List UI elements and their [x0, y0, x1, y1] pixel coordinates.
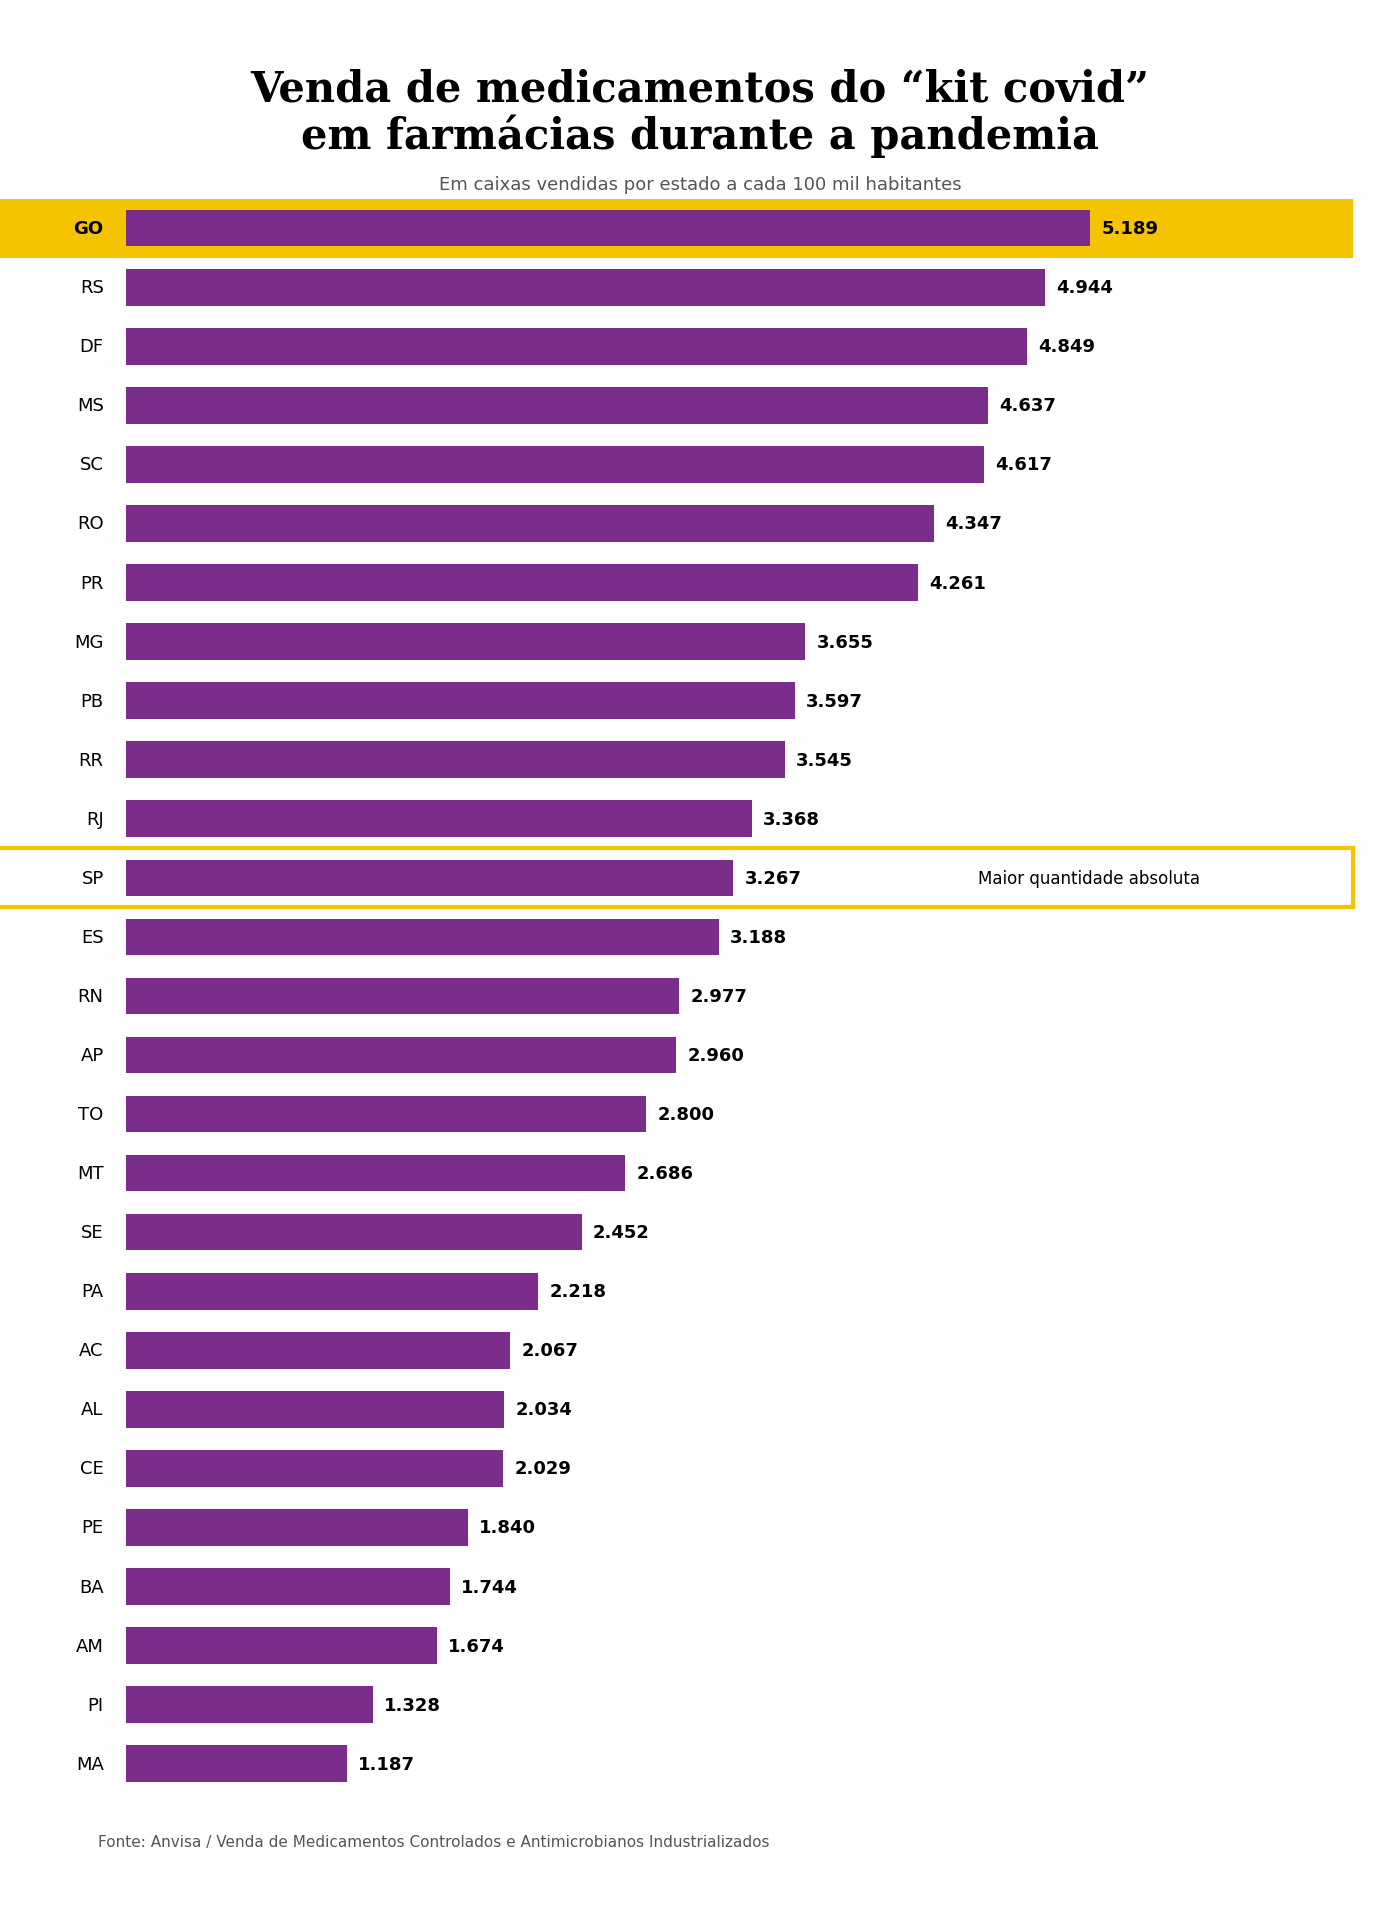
Bar	[126, 1568, 451, 1606]
Text: AP: AP	[80, 1047, 104, 1064]
Text: GO: GO	[74, 219, 104, 238]
Bar	[126, 919, 718, 955]
Text: 2.452: 2.452	[592, 1224, 650, 1241]
Text: AM: AM	[76, 1636, 104, 1655]
Text: PA: PA	[81, 1283, 104, 1301]
Text: RN: RN	[77, 988, 104, 1005]
Bar	[126, 1333, 510, 1369]
Bar	[126, 269, 1044, 307]
Text: SP: SP	[81, 870, 104, 887]
Text: 4.637: 4.637	[1000, 397, 1056, 416]
Text: 1.840: 1.840	[479, 1518, 536, 1537]
Bar	[126, 1392, 504, 1428]
Text: PI: PI	[88, 1695, 104, 1714]
Text: 2.800: 2.800	[658, 1106, 714, 1123]
Text: Venda de medicamentos do “kit covid”: Venda de medicamentos do “kit covid”	[251, 69, 1149, 111]
Text: 4.944: 4.944	[1056, 278, 1113, 297]
Text: em farmácias durante a pandemia: em farmácias durante a pandemia	[301, 114, 1099, 158]
Text: ES: ES	[81, 929, 104, 946]
Text: SC: SC	[80, 456, 104, 475]
Text: 2.034: 2.034	[515, 1400, 573, 1419]
Bar	[126, 1037, 676, 1074]
Bar	[126, 1508, 468, 1547]
Text: 2.218: 2.218	[549, 1283, 606, 1301]
Bar	[126, 683, 795, 719]
Bar	[126, 387, 988, 425]
Bar	[126, 1097, 647, 1133]
Bar	[126, 1627, 437, 1665]
FancyBboxPatch shape	[0, 200, 1352, 259]
Text: 3.368: 3.368	[763, 810, 820, 828]
Text: RJ: RJ	[85, 810, 104, 828]
Text: 2.960: 2.960	[687, 1047, 745, 1064]
Text: 1.187: 1.187	[358, 1754, 414, 1774]
Bar	[126, 564, 918, 601]
Text: PR: PR	[80, 574, 104, 593]
Text: 2.686: 2.686	[637, 1165, 693, 1182]
Bar	[126, 328, 1028, 366]
Text: PB: PB	[81, 692, 104, 709]
Text: MG: MG	[74, 633, 104, 652]
Bar	[126, 505, 934, 542]
Text: 4.849: 4.849	[1039, 338, 1095, 357]
Bar	[126, 446, 984, 484]
Text: RO: RO	[77, 515, 104, 534]
Bar	[126, 212, 1091, 248]
Text: DF: DF	[80, 338, 104, 357]
Text: TO: TO	[78, 1106, 104, 1123]
Bar	[126, 742, 785, 778]
Bar	[126, 1745, 347, 1781]
Text: Maior quantidade absoluta: Maior quantidade absoluta	[979, 870, 1200, 887]
Text: 4.261: 4.261	[930, 574, 986, 593]
Bar	[126, 1686, 372, 1724]
Text: 3.267: 3.267	[745, 870, 801, 887]
Bar	[126, 801, 752, 837]
Text: BA: BA	[78, 1577, 104, 1596]
Text: CE: CE	[80, 1459, 104, 1478]
Text: SE: SE	[81, 1224, 104, 1241]
Text: Fonte: Anvisa / Venda de Medicamentos Controlados e Antimicrobianos Industrializ: Fonte: Anvisa / Venda de Medicamentos Co…	[98, 1835, 770, 1850]
Bar	[126, 1156, 626, 1192]
Text: MS: MS	[77, 397, 104, 416]
Text: 2.029: 2.029	[514, 1459, 571, 1478]
Text: 3.188: 3.188	[729, 929, 787, 946]
Text: MA: MA	[76, 1754, 104, 1774]
Text: 2.977: 2.977	[690, 988, 748, 1005]
Bar	[126, 860, 734, 896]
Text: 1.328: 1.328	[384, 1695, 441, 1714]
Bar	[126, 1274, 538, 1310]
Text: 4.617: 4.617	[995, 456, 1053, 475]
Text: 5.189: 5.189	[1102, 219, 1159, 238]
Text: PE: PE	[81, 1518, 104, 1537]
Text: MT: MT	[77, 1165, 104, 1182]
Text: 1.674: 1.674	[448, 1636, 505, 1655]
Text: 2.067: 2.067	[521, 1341, 578, 1360]
Text: 4.347: 4.347	[945, 515, 1002, 534]
Bar	[126, 978, 679, 1015]
Text: RS: RS	[80, 278, 104, 297]
Text: 1.744: 1.744	[461, 1577, 518, 1596]
Bar	[126, 1451, 503, 1487]
Text: AC: AC	[80, 1341, 104, 1360]
Text: AL: AL	[81, 1400, 104, 1419]
Bar	[126, 624, 805, 660]
Text: Em caixas vendidas por estado a cada 100 mil habitantes: Em caixas vendidas por estado a cada 100…	[438, 175, 962, 193]
Bar	[126, 1215, 582, 1251]
Text: 3.597: 3.597	[805, 692, 862, 709]
Text: RR: RR	[78, 751, 104, 769]
Text: 3.545: 3.545	[797, 751, 853, 769]
Text: 3.655: 3.655	[816, 633, 874, 652]
